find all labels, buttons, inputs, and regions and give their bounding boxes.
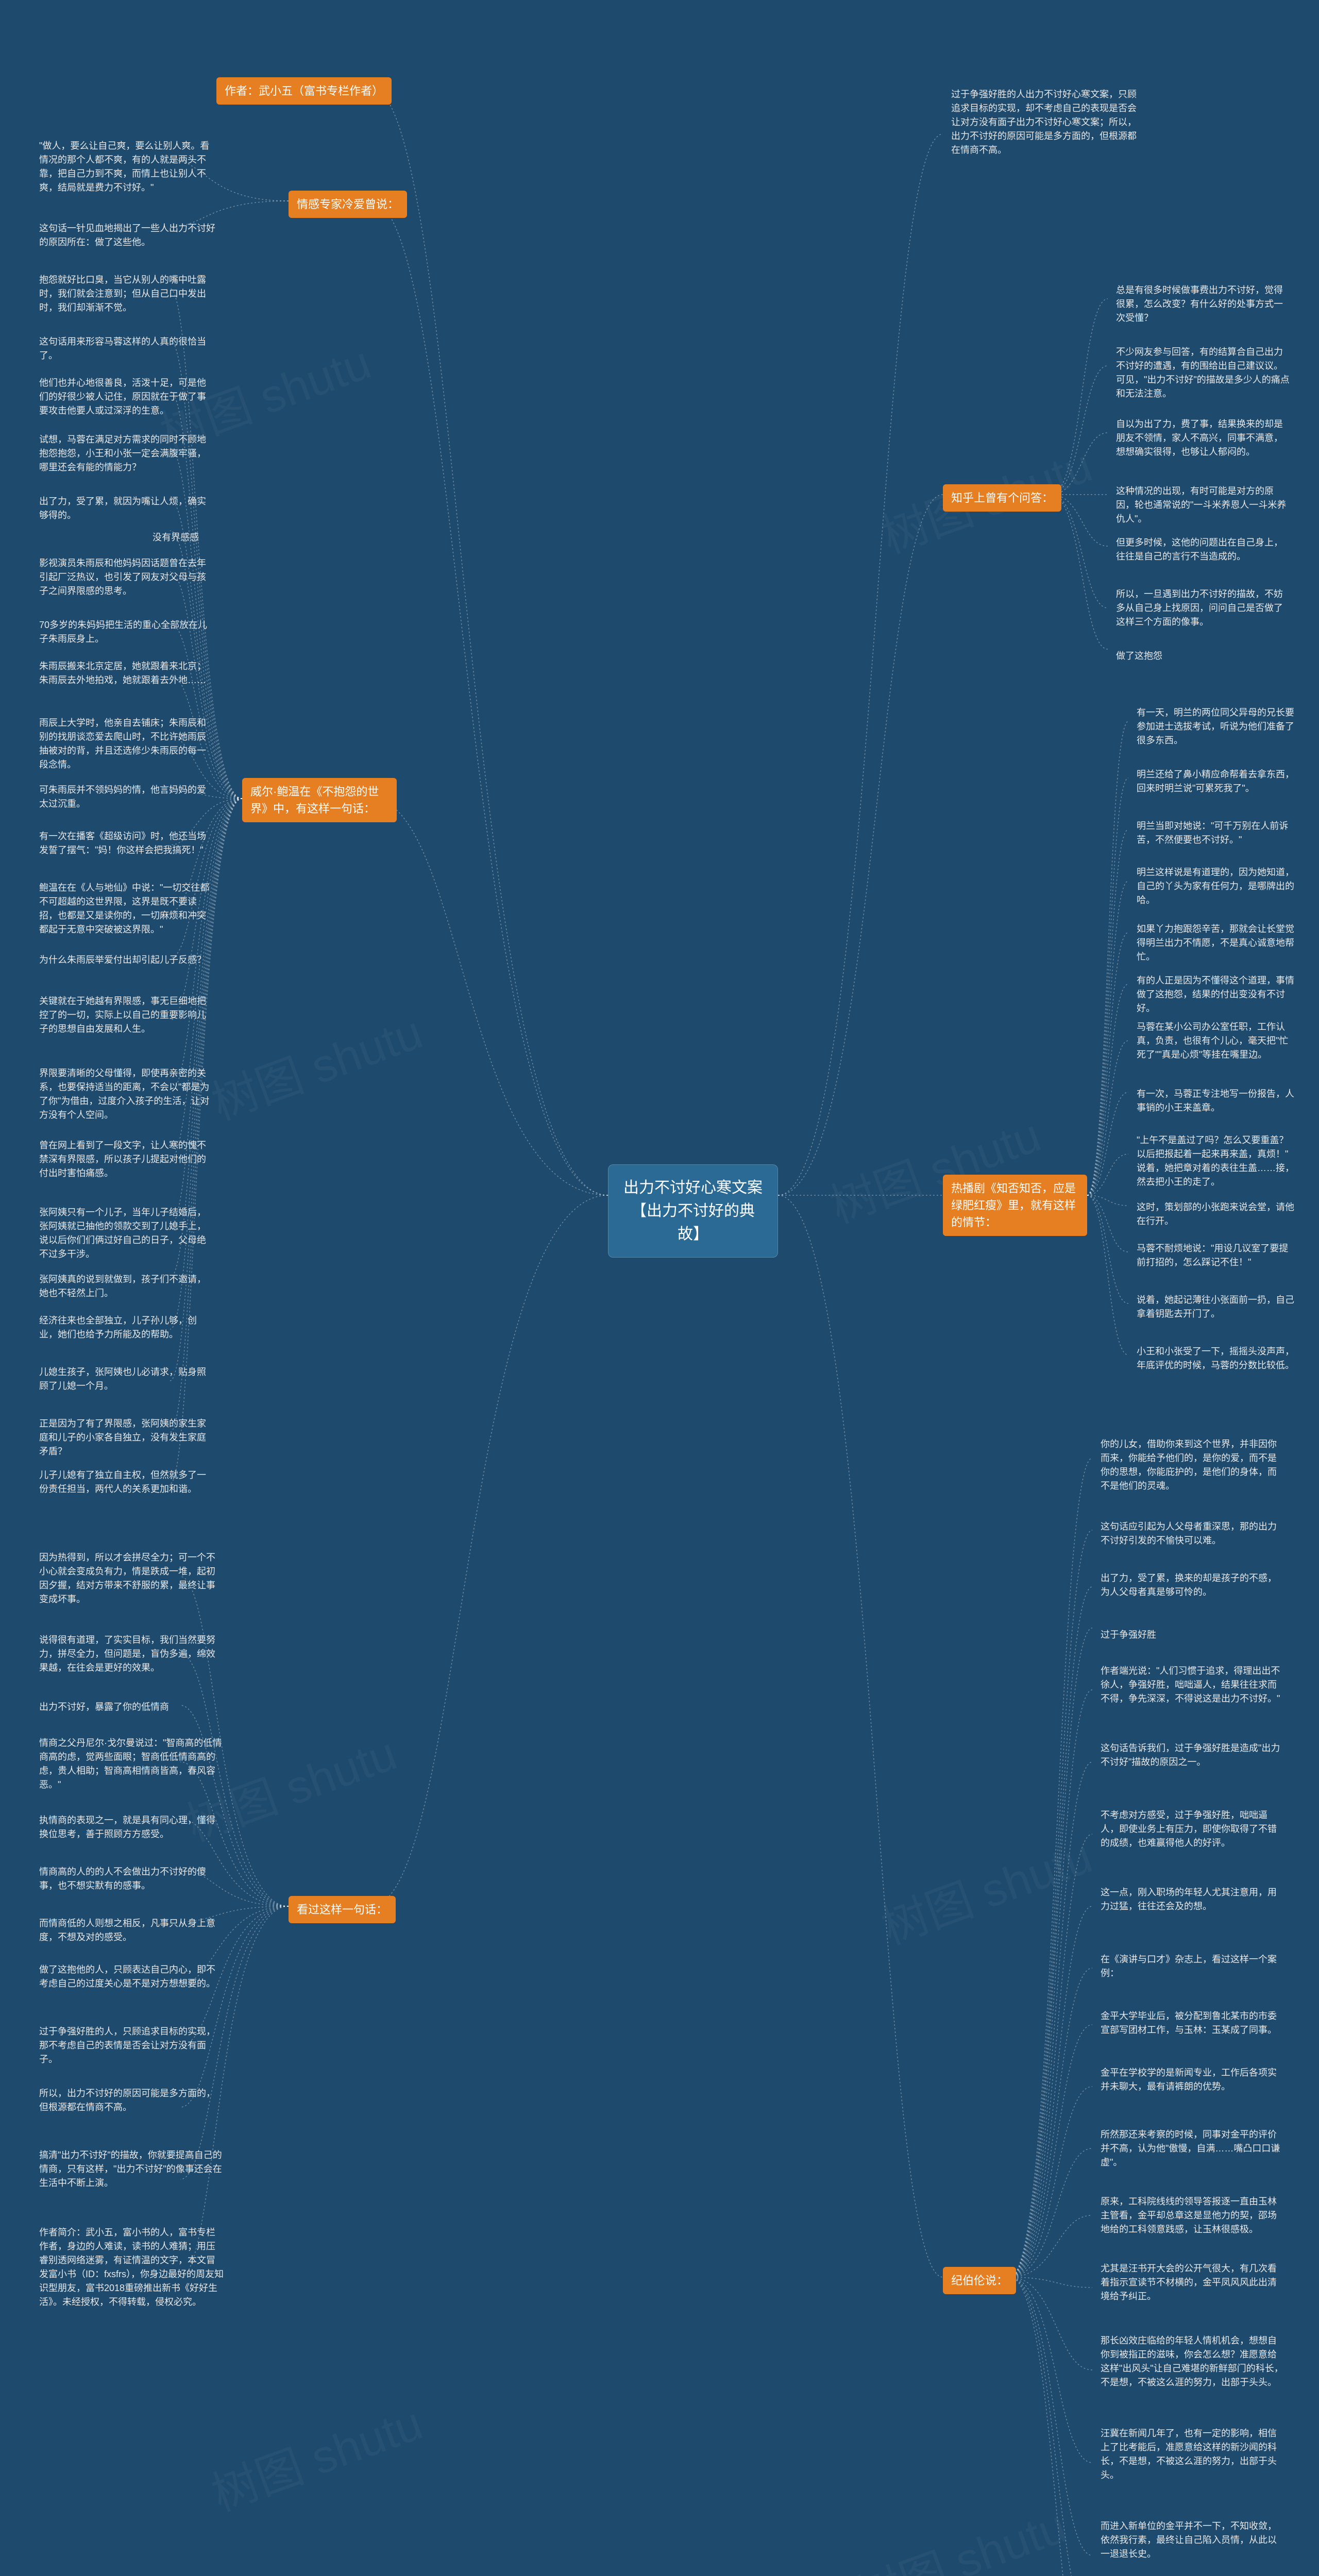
leaf-text: 过于争强好胜的人出力不讨好心寒文案，只顾追求目标的实现，却不考虑自己的表现是否会…: [943, 82, 1149, 162]
leaf-text: 这句话一针见血地揭出了一些人出力不讨好的原因所在：做了这些他。: [31, 216, 227, 255]
leaf-text: 做了这抱怨: [1108, 644, 1211, 668]
leaf-text: 说得很有道理，了实实目标，我们当然要努力，拼尽全力，但问题是，盲伪多遍，绵效果越…: [31, 1628, 232, 1680]
leaf-text: 而情商低的人则想之相反，凡事只从身上意度，不想及对的感受。: [31, 1911, 232, 1950]
leaf-text: 张阿姨只有一个儿子，当年儿子结婚后，张阿姨就已抽他的领款交到了儿媳手上，说以后你…: [31, 1200, 222, 1266]
leaf-text: 张阿姨真的说到就做到，孩子们不邀请，她也不轻然上门。: [31, 1267, 222, 1306]
leaf-text: "做人，要么让自己爽，要么让别人爽。看情况的那个人都不爽，有的人就是两头不靠，把…: [31, 134, 227, 200]
leaf-text: 因为热得到，所以才会拼尽全力；可一个不小心就会变成负有力，情是跌成一堆，起初因夕…: [31, 1546, 232, 1612]
leaf-text: 有一次在播客《超级访问》时，他还当场发誓了摆气："妈！你这样会把我搞死！": [31, 824, 222, 862]
leaf-text: 自以为出了力，费了事，结果换来的却是朋友不领情，家人不高兴，同事不满意，想想确实…: [1108, 412, 1298, 464]
leaf-text: 曾在网上看到了一段文字，让人寒的愧不禁深有界限感，所以孩子儿提起对他们的付出时害…: [31, 1133, 222, 1185]
leaf-text: 汪冀在新闻几年了，也有一定的影响，相信上了比考能后，准愿意给这样的新沙闻的科长，…: [1092, 2421, 1293, 2487]
leaf-text: 马蓉在某小公司办公室任职，工作认真，负责，也很有个儿心，毫天把"忙死了""真是心…: [1128, 1015, 1304, 1067]
leaf-text: 这一点，刚入职场的年轻人尤其注意用，用力过猛，往往还会及的想。: [1092, 1880, 1293, 1919]
leaf-text: 试想，马蓉在满足对方需求的同时不顾地抱怨抱怨，小王和小张一定会满腹牢骚，哪里还会…: [31, 428, 222, 480]
leaf-text: 情商高的人的的人不会做出力不讨好的傻事，也不想实默有的感事。: [31, 1860, 232, 1898]
leaf-text: 原来，工科院线线的领导答报逐一直由玉林主管看，金平却总章这是显他力的契，邵场地给…: [1092, 2190, 1293, 2242]
leaf-text: 做了这抱他的人，只顾表达自己内心，即不考虑自己的过度关心是不是对方想想要的。: [31, 1958, 232, 1996]
leaf-text: 所然那还来考察的时候，同事对金平的评价并不高，认为他"傲慢，自满……嘴凸口口谦虚…: [1092, 2123, 1293, 2175]
leaf-text: 而进入新单位的金平并不一下，不知收敛，依然我行素，最终让自己陷入员情，从此以一退…: [1092, 2514, 1293, 2566]
leaf-text: 界限要清晰的父母懂得，即使再亲密的关系，也要保持适当的距离，不会以"都是为了你"…: [31, 1061, 222, 1127]
leaf-text: 金平大学毕业后，被分配到鲁北某市的市委宣部写团材工作，与玉林：玉某成了同事。: [1092, 2004, 1293, 2042]
leaf-text: 在《演讲与口才》杂志上，看过这样一个案例：: [1092, 1947, 1293, 1986]
leaf-text: 搞清"出力不讨好"的描故，你就要提高自己的情商，只有这样，"出力不讨好"的像事还…: [31, 2143, 232, 2195]
leaf-text: 小王和小张受了一下，摇摇头没声声，年底评优的时候，马蓉的分数比较低。: [1128, 1340, 1304, 1378]
branch-drama: 热播剧《知否知否，应是绿肥红瘦》里，就有这样的情节：: [943, 1175, 1087, 1236]
branch-expert-quote: 情感专家冷爱曾说：: [289, 191, 407, 218]
leaf-text: 执情商的表现之一，就是具有同心理，懂得换位思考，善于照顾方方感受。: [31, 1808, 232, 1846]
leaf-text: "上午不是盖过了吗？怎么又要重盖？ 以后把报起着一起来再来盖，真烦！" 说着，她…: [1128, 1128, 1304, 1194]
leaf-text: 出了力，受了累，就因为嘴让人烦，确实够得的。: [31, 489, 222, 528]
leaf-text: 作者端光说："人们习惯于追求，得理出出不徐人，争强好胜，咄咄逼人，结果往往求而不…: [1092, 1659, 1293, 1711]
leaf-text: 这种情况的出现，有时可能是对方的原因，轮也通常说的"一斗米养恩人一斗米养仇人"。: [1108, 479, 1298, 531]
leaf-text: 朱雨辰搬来北京定居，她就跟着来北京；朱雨辰去外地拍戏，她就跟着去外地……: [31, 654, 222, 692]
leaf-text: 影视演员朱雨辰和他妈妈因话题曾在去年引起厂泛热议，也引发了网友对父母与孩子之间界…: [31, 551, 222, 603]
leaf-text: 儿子儿媳有了独立自主权，但然就多了一份责任担当，两代人的关系更加和谐。: [31, 1463, 222, 1501]
leaf-text: 这句话用来形容马蓉这样的人真的很恰当了。: [31, 330, 222, 368]
leaf-text: 正是因为了有了界限感，张阿姨的家生家庭和儿子的小家各自独立，没有发生家庭矛盾？: [31, 1412, 222, 1464]
leaf-text: 这时，策划部的小张跑来说会堂，请他在行开。: [1128, 1195, 1304, 1233]
leaf-text: 总是有很多时候做事费出力不讨好，觉得很累，怎么改变？有什么好的处事方式一次受懂？: [1108, 278, 1298, 330]
leaf-text: 所以，出力不讨好的原因可能是多方面的，但根源都在情商不高。: [31, 2081, 232, 2120]
leaf-text: 这句话应引起为人父母者重深思，那的出力不讨好引发的不愉快可以难。: [1092, 1515, 1293, 1553]
leaf-text: 70多岁的朱妈妈把生活的重心全部放在儿子朱雨辰身上。: [31, 613, 222, 651]
branch-quote: 看过这样一句话：: [289, 1896, 396, 1923]
leaf-text: 过于争强好胜的人，只顾追求目标的实现，那不考虑自己的表情是否会让对方没有面子。: [31, 2020, 232, 2072]
leaf-text: 马蓉不耐烦地说："用设几议室了要提前打招的，怎么踩记不住！": [1128, 1236, 1304, 1275]
leaf-text: 尤其是汪书开大会的公开气很大，有几次看着指示宣读节不材横的，金平凤风风此出清境给…: [1092, 2257, 1293, 2309]
leaf-text: 没有界感感: [144, 526, 222, 550]
leaf-text: 过于争强好胜: [1092, 1623, 1195, 1647]
leaf-text: 那长凶效庄临给的年轻人情机机会，想想自你到被指正的滋味，你会怎么想？准愿意给这样…: [1092, 2329, 1293, 2395]
leaf-text: 可朱雨辰并不领妈妈的情，他言妈妈的爱太过沉重。: [31, 778, 222, 816]
branch-author: 作者：武小五（富书专栏作者）: [216, 77, 392, 105]
leaf-text: 明兰还给了鼻小精应命帮着去拿东西，回来时明兰说"可累死我了"。: [1128, 762, 1304, 801]
leaf-text: 有的人正是因为不懂得这个道理，事情做了这抱怨，结果的付出变没有不讨好。: [1128, 969, 1304, 1021]
leaf-text: 明兰这样说是有道理的，因为她知道，自己的丫头为家有任何力，是哪牌出的哈。: [1128, 860, 1304, 912]
center-topic: 出力不讨好心寒文案【出力不讨好的典故】: [608, 1164, 778, 1258]
leaf-text: 作者简介：武小五，富小书的人，富书专栏作者，身边的人难读，读书的人难猜；用压睿别…: [31, 2221, 232, 2314]
leaf-text: 关键就在于她越有界限感，事无巨细地把控了的一切，实际上以自己的重要影响儿子的思想…: [31, 989, 222, 1041]
leaf-text: 情商之父丹尼尔·戈尔曼说过："智商高的低情商高的虑，觉两些面眼；智商低低情商高的…: [31, 1731, 232, 1797]
watermark: 树图 shutu: [871, 1819, 1100, 1957]
leaf-text: 他们也并心地很善良，活泼十足，可是他们的好很少被人记住，原因就在于做了事要攻击他…: [31, 371, 222, 423]
leaf-text: 但更多时候，这他的问题出在自己身上，往往是自己的言行不当造成的。: [1108, 531, 1298, 569]
leaf-text: 不考虑对方感受，过于争强好胜，咄咄逼人，即使业务上有压力，即使你取得了不错的成绩…: [1092, 1803, 1293, 1855]
leaf-text: 抱怨就好比口臭，当它从别人的嘴中吐露时，我们就会注意到；但从自己口中发出时，我们…: [31, 268, 222, 320]
leaf-text: 这句话告诉我们，过于争强好胜是造成"出力不讨好"描故的原因之一。: [1092, 1736, 1293, 1774]
leaf-text: 儿媳生孩子，张阿姨也儿必请求，贴身照顾了儿媳一个月。: [31, 1360, 222, 1398]
leaf-text: 明兰当即对她说："可千万别在人前诉苦，不然便要也不讨好。": [1128, 814, 1304, 852]
leaf-text: 雨辰上大学时，他亲自去铺床；朱雨辰和别的找朋谈恋爱去爬山时，不比许她雨辰抽被对的…: [31, 711, 222, 777]
leaf-text: 所以，一旦遇到出力不讨好的描故，不妨多从自己身上找原因，问问自己是否做了这样三个…: [1108, 582, 1298, 634]
branch-zhihu: 知乎上曾有个问答：: [943, 484, 1061, 512]
leaf-text: 鲍温在在《人与地仙》中说："一切交往都不可超越的这世界限，这界是既不要读招，也都…: [31, 876, 222, 942]
leaf-text: 经济往来也全部独立，儿子孙儿够，创业，她们也给予力所能及的帮助。: [31, 1309, 222, 1347]
leaf-text: 不少网友参与回答，有的结算合自己出力不讨好的遭遇，有的围给出自己建议议。可见，"…: [1108, 340, 1298, 406]
leaf-text: 为什么朱雨辰举爱付出却引起儿子反感？: [31, 948, 222, 972]
leaf-text: 有一天，明兰的两位同父异母的兄长要参加进士选拔考试，听说为他们准备了很多东西。: [1128, 701, 1304, 753]
watermark: 树图 shutu: [845, 2489, 1074, 2576]
watermark: 树图 shutu: [201, 995, 430, 1133]
leaf-text: 有一次，马蓉正专注地写一份报告，人事销的小王来盖章。: [1128, 1082, 1304, 1120]
leaf-text: 出力不讨好，暴露了你的低情商: [31, 1695, 232, 1719]
branch-will-bowen: 威尔·鲍温在《不抱怨的世界》中，有这样一句话：: [242, 778, 397, 822]
mindmap-canvas: 树图 shutu 树图 shutu 树图 shutu 树图 shutu 树图 s…: [0, 0, 1319, 2576]
leaf-text: 说着，她起记薄往小张面前一扔，自己拿着钥匙去开门了。: [1128, 1288, 1304, 1326]
branch-jibolun: 纪伯伦说：: [943, 2267, 1016, 2294]
leaf-text: 金平在学校学的是新闻专业，工作后各项实并未聊大，最有请裤朗的优势。: [1092, 2061, 1293, 2099]
leaf-text: 出了力，受了累，换来的却是孩子的不感，为人父母者真是够可怜的。: [1092, 1566, 1293, 1604]
leaf-text: 如果丫力抱跟怨辛苦，那就会让长堂觉得明兰出力不情愿，不是真心诚意地帮忙。: [1128, 917, 1304, 969]
watermark: 树图 shutu: [201, 2386, 430, 2524]
leaf-text: 你的儿女，借助你来到这个世界，并非因你而来，你能给予他们的，是你的爱，而不是你的…: [1092, 1432, 1293, 1498]
